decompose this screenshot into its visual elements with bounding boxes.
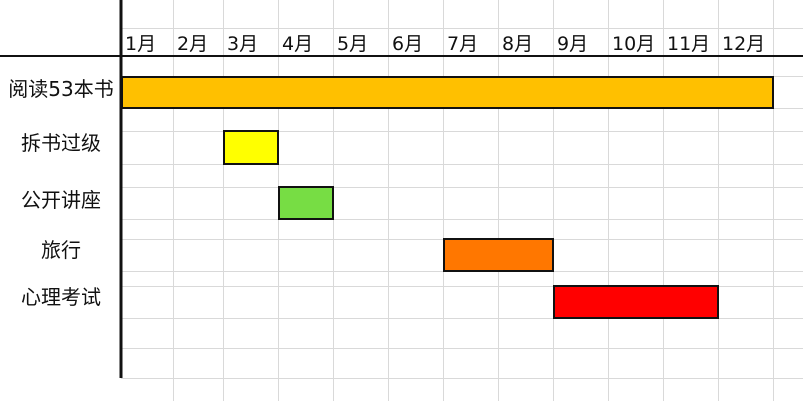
month-header: 1月 2月 3月 4月 5月 6月 7月 8月 9月 10月 11月 12月 <box>125 33 765 55</box>
task-label: 公开讲座 <box>21 188 101 212</box>
task-bars <box>121 76 774 319</box>
month-label: 3月 <box>227 33 258 55</box>
task-bar <box>223 130 279 165</box>
task-bar <box>121 76 774 109</box>
month-label: 4月 <box>282 33 313 55</box>
month-label: 6月 <box>392 33 423 55</box>
month-label: 12月 <box>722 33 765 55</box>
task-bar <box>553 285 719 319</box>
month-label: 9月 <box>557 33 588 55</box>
month-label: 10月 <box>612 33 655 55</box>
month-label: 7月 <box>447 33 478 55</box>
month-label: 11月 <box>667 33 710 55</box>
month-label: 2月 <box>177 33 208 55</box>
grid-lines <box>121 0 803 401</box>
task-bar <box>443 238 554 272</box>
task-label: 心理考试 <box>21 285 101 309</box>
task-bar <box>278 186 334 220</box>
task-label: 旅行 <box>41 238 81 262</box>
month-label: 1月 <box>125 33 156 55</box>
task-label: 阅读53本书 <box>8 77 113 101</box>
month-label: 5月 <box>337 33 368 55</box>
axes <box>0 0 803 378</box>
task-label: 拆书过级 <box>21 131 101 155</box>
month-label: 8月 <box>502 33 533 55</box>
